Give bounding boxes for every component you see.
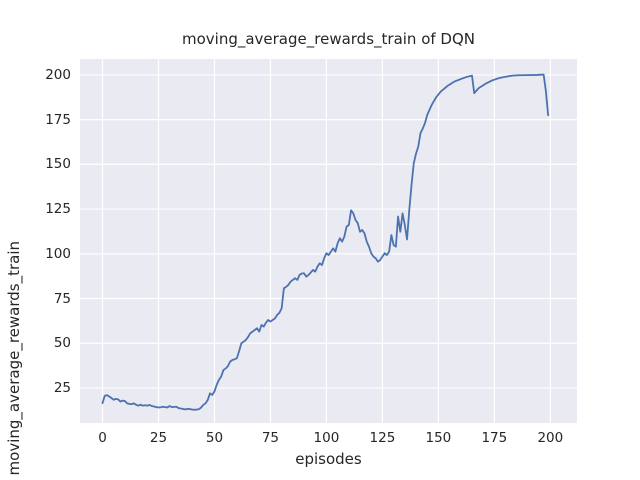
x-tick-125: 125 [369, 430, 396, 446]
x-tick-25: 25 [149, 430, 168, 446]
y-tick-75: 75 [53, 290, 71, 307]
chart-title: moving_average_rewards_train of DQN [181, 30, 476, 48]
y-tick-125: 125 [45, 201, 71, 218]
y-tick-100: 100 [45, 245, 71, 262]
x-tick-0: 0 [98, 430, 107, 446]
y-tick-25: 25 [53, 379, 71, 396]
x-tick-175: 175 [481, 430, 508, 446]
chart-canvas [80, 59, 577, 423]
x-tick-100: 100 [313, 430, 340, 446]
y-tick-50: 50 [53, 335, 71, 352]
x-tick-150: 150 [425, 430, 452, 446]
series-line [101, 73, 550, 411]
plot-area [80, 59, 577, 423]
x-tick-50: 50 [205, 430, 224, 446]
grid-lines [80, 59, 577, 423]
x-axis-label: episodes [295, 450, 362, 468]
y-tick-150: 150 [45, 156, 71, 173]
x-tick-75: 75 [261, 430, 280, 446]
y-tick-200: 200 [45, 66, 71, 83]
x-tick-200: 200 [537, 430, 564, 446]
y-tick-175: 175 [45, 111, 71, 128]
y-axis-label-text: moving_average_rewards_train [5, 240, 23, 476]
